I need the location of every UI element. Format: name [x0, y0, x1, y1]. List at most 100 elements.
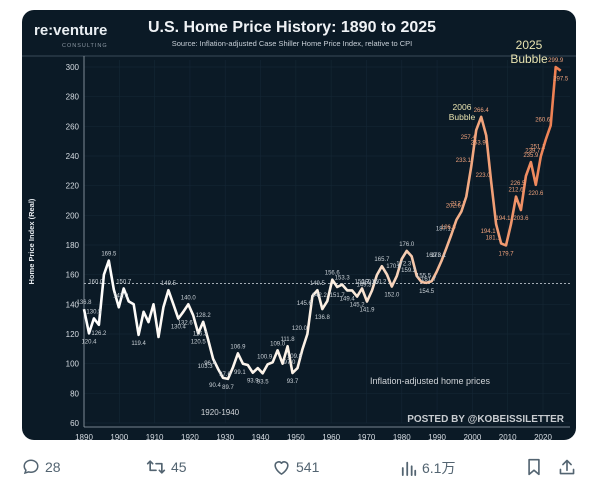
- annotation-2006: 2006: [453, 102, 472, 112]
- x-tick-label: 2010: [499, 433, 517, 440]
- views-button[interactable]: 6.1万: [401, 458, 455, 478]
- point-label: 156.6: [325, 271, 341, 277]
- point-label: 160.0: [88, 280, 104, 286]
- point-label: 149.5: [161, 281, 177, 287]
- chart-card: re:venture CONSULTING U.S. Home Price Hi…: [22, 10, 576, 440]
- point-label: 99.1: [234, 370, 246, 376]
- y-tick-label: 220: [66, 182, 80, 191]
- point-label: 161.7: [421, 277, 437, 283]
- heart-icon: [274, 461, 289, 475]
- bar-chart-icon: [401, 461, 417, 476]
- point-label: 145.6: [297, 301, 313, 307]
- chart-header: re:venture CONSULTING U.S. Home Price Hi…: [34, 19, 436, 49]
- point-label: 93.9: [247, 379, 259, 385]
- y-axis-label: Home Price Index (Real): [27, 198, 36, 284]
- point-label: 150.7: [355, 279, 371, 285]
- y-tick-label: 200: [66, 211, 80, 220]
- point-label: 136.8: [76, 300, 92, 306]
- x-tick-label: 1910: [146, 433, 164, 440]
- reply-button[interactable]: 28: [22, 458, 61, 476]
- point-label: 176.0: [399, 242, 415, 248]
- point-label: 226.5: [510, 181, 526, 187]
- point-label: 97.6: [219, 372, 231, 378]
- retweet-icon: [146, 460, 166, 474]
- point-label: 202.6: [446, 203, 462, 209]
- x-tick-label: 1960: [322, 433, 340, 440]
- point-label: 150.7: [116, 279, 132, 285]
- point-label: 120.5: [191, 339, 207, 345]
- point-label: 149.5: [310, 281, 326, 287]
- point-label: 203.6: [513, 216, 529, 222]
- point-label: 100.9: [257, 354, 273, 360]
- point-label: 120.4: [81, 339, 97, 345]
- point-label: 140.0: [181, 295, 197, 301]
- point-label: 119.4: [131, 341, 146, 347]
- y-tick-label: 140: [66, 300, 80, 309]
- point-label: 194.1: [481, 229, 497, 235]
- point-label: 90.4: [209, 383, 221, 389]
- x-tick-label: 1990: [428, 433, 446, 440]
- x-tick-label: 1890: [75, 433, 93, 440]
- x-tick-label: 2000: [463, 433, 481, 440]
- point-label: 132.6: [178, 320, 194, 326]
- point-label: 154.5: [419, 289, 435, 295]
- point-label: 212.7: [451, 201, 467, 207]
- point-label: 159.8: [361, 280, 377, 286]
- reply-count: 28: [45, 459, 61, 475]
- point-label: 233.1: [456, 158, 472, 164]
- point-label: 153.3: [335, 276, 351, 282]
- like-button[interactable]: 541: [272, 458, 319, 476]
- point-label: 97.0: [284, 360, 296, 366]
- chart-title: U.S. Home Price History: 1890 to 2025: [148, 19, 436, 36]
- x-tick-label: 1970: [358, 433, 376, 440]
- brand-sub: CONSULTING: [62, 43, 108, 49]
- point-label: 181.1: [486, 235, 502, 241]
- point-label: 212.6: [508, 188, 524, 194]
- point-label: 152.0: [384, 293, 400, 299]
- point-label: 93.5: [257, 379, 269, 385]
- point-label: 223.0: [476, 173, 492, 179]
- bookmark-icon: [528, 458, 540, 476]
- x-tick-label: 1950: [287, 433, 305, 440]
- y-tick-label: 240: [66, 152, 80, 161]
- point-label: 149.4: [340, 296, 356, 302]
- point-label: 260.6: [535, 117, 551, 123]
- point-label: 251.1: [530, 145, 546, 151]
- x-tick-label: 1900: [110, 433, 128, 440]
- point-label: 257.4: [461, 135, 477, 141]
- x-tick-label: 1930: [216, 433, 234, 440]
- point-label: 178.1: [431, 253, 447, 259]
- point-label: 142.0: [113, 293, 129, 299]
- bookmark-button[interactable]: [526, 458, 542, 476]
- annotation-2006-bubble: Bubble: [449, 112, 476, 122]
- point-label: 220.6: [528, 191, 544, 197]
- point-label: 106.9: [230, 344, 246, 350]
- share-button[interactable]: [558, 458, 576, 476]
- point-label: 151.7: [330, 293, 346, 299]
- y-tick-label: 80: [70, 389, 79, 398]
- point-label: 89.7: [222, 385, 234, 391]
- retweet-count: 45: [171, 459, 187, 475]
- series-line: [82, 65, 562, 381]
- annotations: 2006Bubble2025Bubble1920-1940Inflation-a…: [201, 38, 565, 425]
- point-label: 136.8: [315, 315, 331, 321]
- y-tick-label: 100: [66, 360, 80, 369]
- point-label: 170.6: [386, 264, 402, 270]
- x-tick-label: 1940: [252, 433, 270, 440]
- y-tick-label: 300: [66, 63, 80, 72]
- annotation-legend: Inflation-adjusted home prices: [370, 376, 491, 386]
- point-label: 103.3: [198, 364, 214, 370]
- point-label: 196.9: [441, 225, 457, 231]
- point-label: 109.0: [270, 341, 286, 347]
- annotation-2025-bubble: Bubble: [510, 52, 548, 66]
- point-label: 253.9: [471, 140, 487, 146]
- y-tick-label: 180: [66, 241, 80, 250]
- x-tick-label: 1980: [393, 433, 411, 440]
- retweet-button[interactable]: 45: [146, 458, 187, 476]
- annotation-1920-1940: 1920-1940: [201, 408, 240, 417]
- point-label: 266.4: [474, 108, 490, 114]
- point-label: 179.7: [499, 251, 515, 257]
- axes: [83, 56, 570, 428]
- view-count: 6.1万: [422, 460, 456, 476]
- point-label: 194.1: [495, 216, 511, 222]
